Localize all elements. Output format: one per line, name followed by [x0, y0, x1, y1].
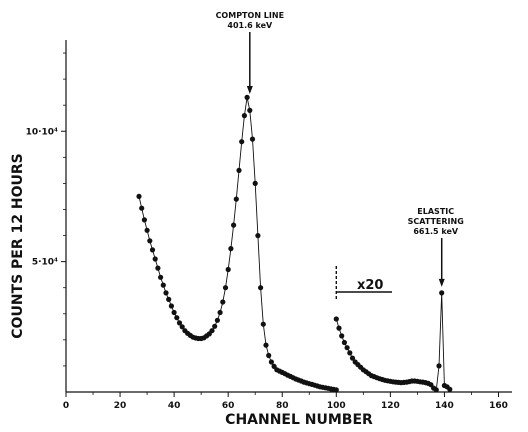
- data-point: [212, 323, 218, 329]
- data-point: [168, 303, 174, 309]
- data-point: [171, 309, 177, 316]
- x-tick-label: 80: [276, 401, 289, 411]
- data-point: [214, 317, 220, 323]
- data-point: [341, 339, 347, 346]
- data-point: [233, 196, 239, 202]
- data-point: [247, 107, 253, 113]
- arrow-head-icon: [438, 278, 445, 287]
- series-lines: [138, 97, 451, 391]
- x-tick-label: 100: [327, 401, 346, 411]
- data-point: [344, 345, 350, 351]
- data-point: [436, 363, 442, 369]
- data-point: [249, 136, 256, 142]
- data-point: [163, 290, 169, 296]
- data-point: [225, 266, 231, 273]
- annotation-elastic-3: 661.5 keV: [413, 227, 459, 236]
- data-point: [347, 350, 353, 356]
- data-point: [447, 386, 453, 392]
- data-point: [176, 320, 183, 326]
- x-tick-label: 60: [222, 401, 235, 411]
- data-point: [255, 233, 261, 239]
- data-point: [149, 247, 156, 253]
- x-tick-label: 140: [435, 401, 454, 411]
- data-point: [258, 285, 264, 291]
- data-point: [141, 217, 147, 223]
- annotation-compton-line: COMPTON LINE: [216, 11, 284, 20]
- data-point: [266, 352, 272, 359]
- data-point: [158, 274, 164, 280]
- data-point: [236, 167, 242, 173]
- series-line-2: [335, 292, 451, 391]
- annotation-x20: x20: [357, 278, 383, 293]
- y-tick-label: 10·10⁴: [26, 127, 58, 137]
- data-point: [336, 325, 342, 331]
- x-ticks: 0 20 40 60 80 100 120 140 160: [63, 392, 508, 411]
- y-axis-title: COUNTS PER 12 HOURS: [10, 153, 26, 338]
- data-point: [228, 246, 234, 252]
- data-point: [349, 355, 356, 361]
- data-point: [220, 299, 226, 305]
- arrow-head-icon: [246, 85, 253, 94]
- data-point: [260, 321, 266, 327]
- annotation-elastic-2: SCATTERING: [408, 217, 464, 226]
- data-point: [152, 256, 158, 262]
- y-tick-label: 5·10⁴: [32, 258, 58, 268]
- x-tick-label: 20: [114, 401, 127, 411]
- data-point: [433, 387, 439, 393]
- data-point: [268, 359, 274, 365]
- data-point: [333, 387, 339, 393]
- data-point: [139, 205, 145, 211]
- data-point: [263, 342, 269, 348]
- data-point: [339, 333, 345, 339]
- x-tick-label: 40: [168, 401, 181, 411]
- data-point: [144, 227, 150, 233]
- data-point: [136, 193, 142, 199]
- data-point: [439, 290, 445, 296]
- data-point: [174, 315, 180, 321]
- data-point: [160, 282, 166, 288]
- annotation-elastic-1: ELASTIC: [417, 207, 454, 216]
- data-point: [239, 139, 245, 145]
- x-axis-title: CHANNEL NUMBER: [225, 412, 373, 428]
- data-point: [217, 309, 223, 316]
- x-tick-label: 160: [489, 401, 508, 411]
- data-point: [231, 222, 237, 228]
- data-point: [252, 180, 258, 186]
- x-tick-label: 120: [381, 401, 400, 411]
- data-point: [222, 285, 229, 291]
- y-ticks: 5·10⁴ 10·10⁴: [26, 52, 66, 367]
- data-point: [155, 265, 161, 271]
- data-point: [209, 328, 215, 334]
- data-point: [179, 324, 185, 330]
- data-point: [241, 113, 247, 119]
- data-point: [147, 238, 153, 244]
- axes: [65, 40, 512, 393]
- data-point: [244, 94, 250, 100]
- data-point: [166, 296, 172, 302]
- x-tick-label: 0: [63, 401, 69, 411]
- data-point: [333, 316, 339, 322]
- annotation-compton-energy: 401.6 keV: [227, 21, 273, 30]
- series-points: [136, 94, 453, 393]
- series-line-1: [138, 97, 337, 391]
